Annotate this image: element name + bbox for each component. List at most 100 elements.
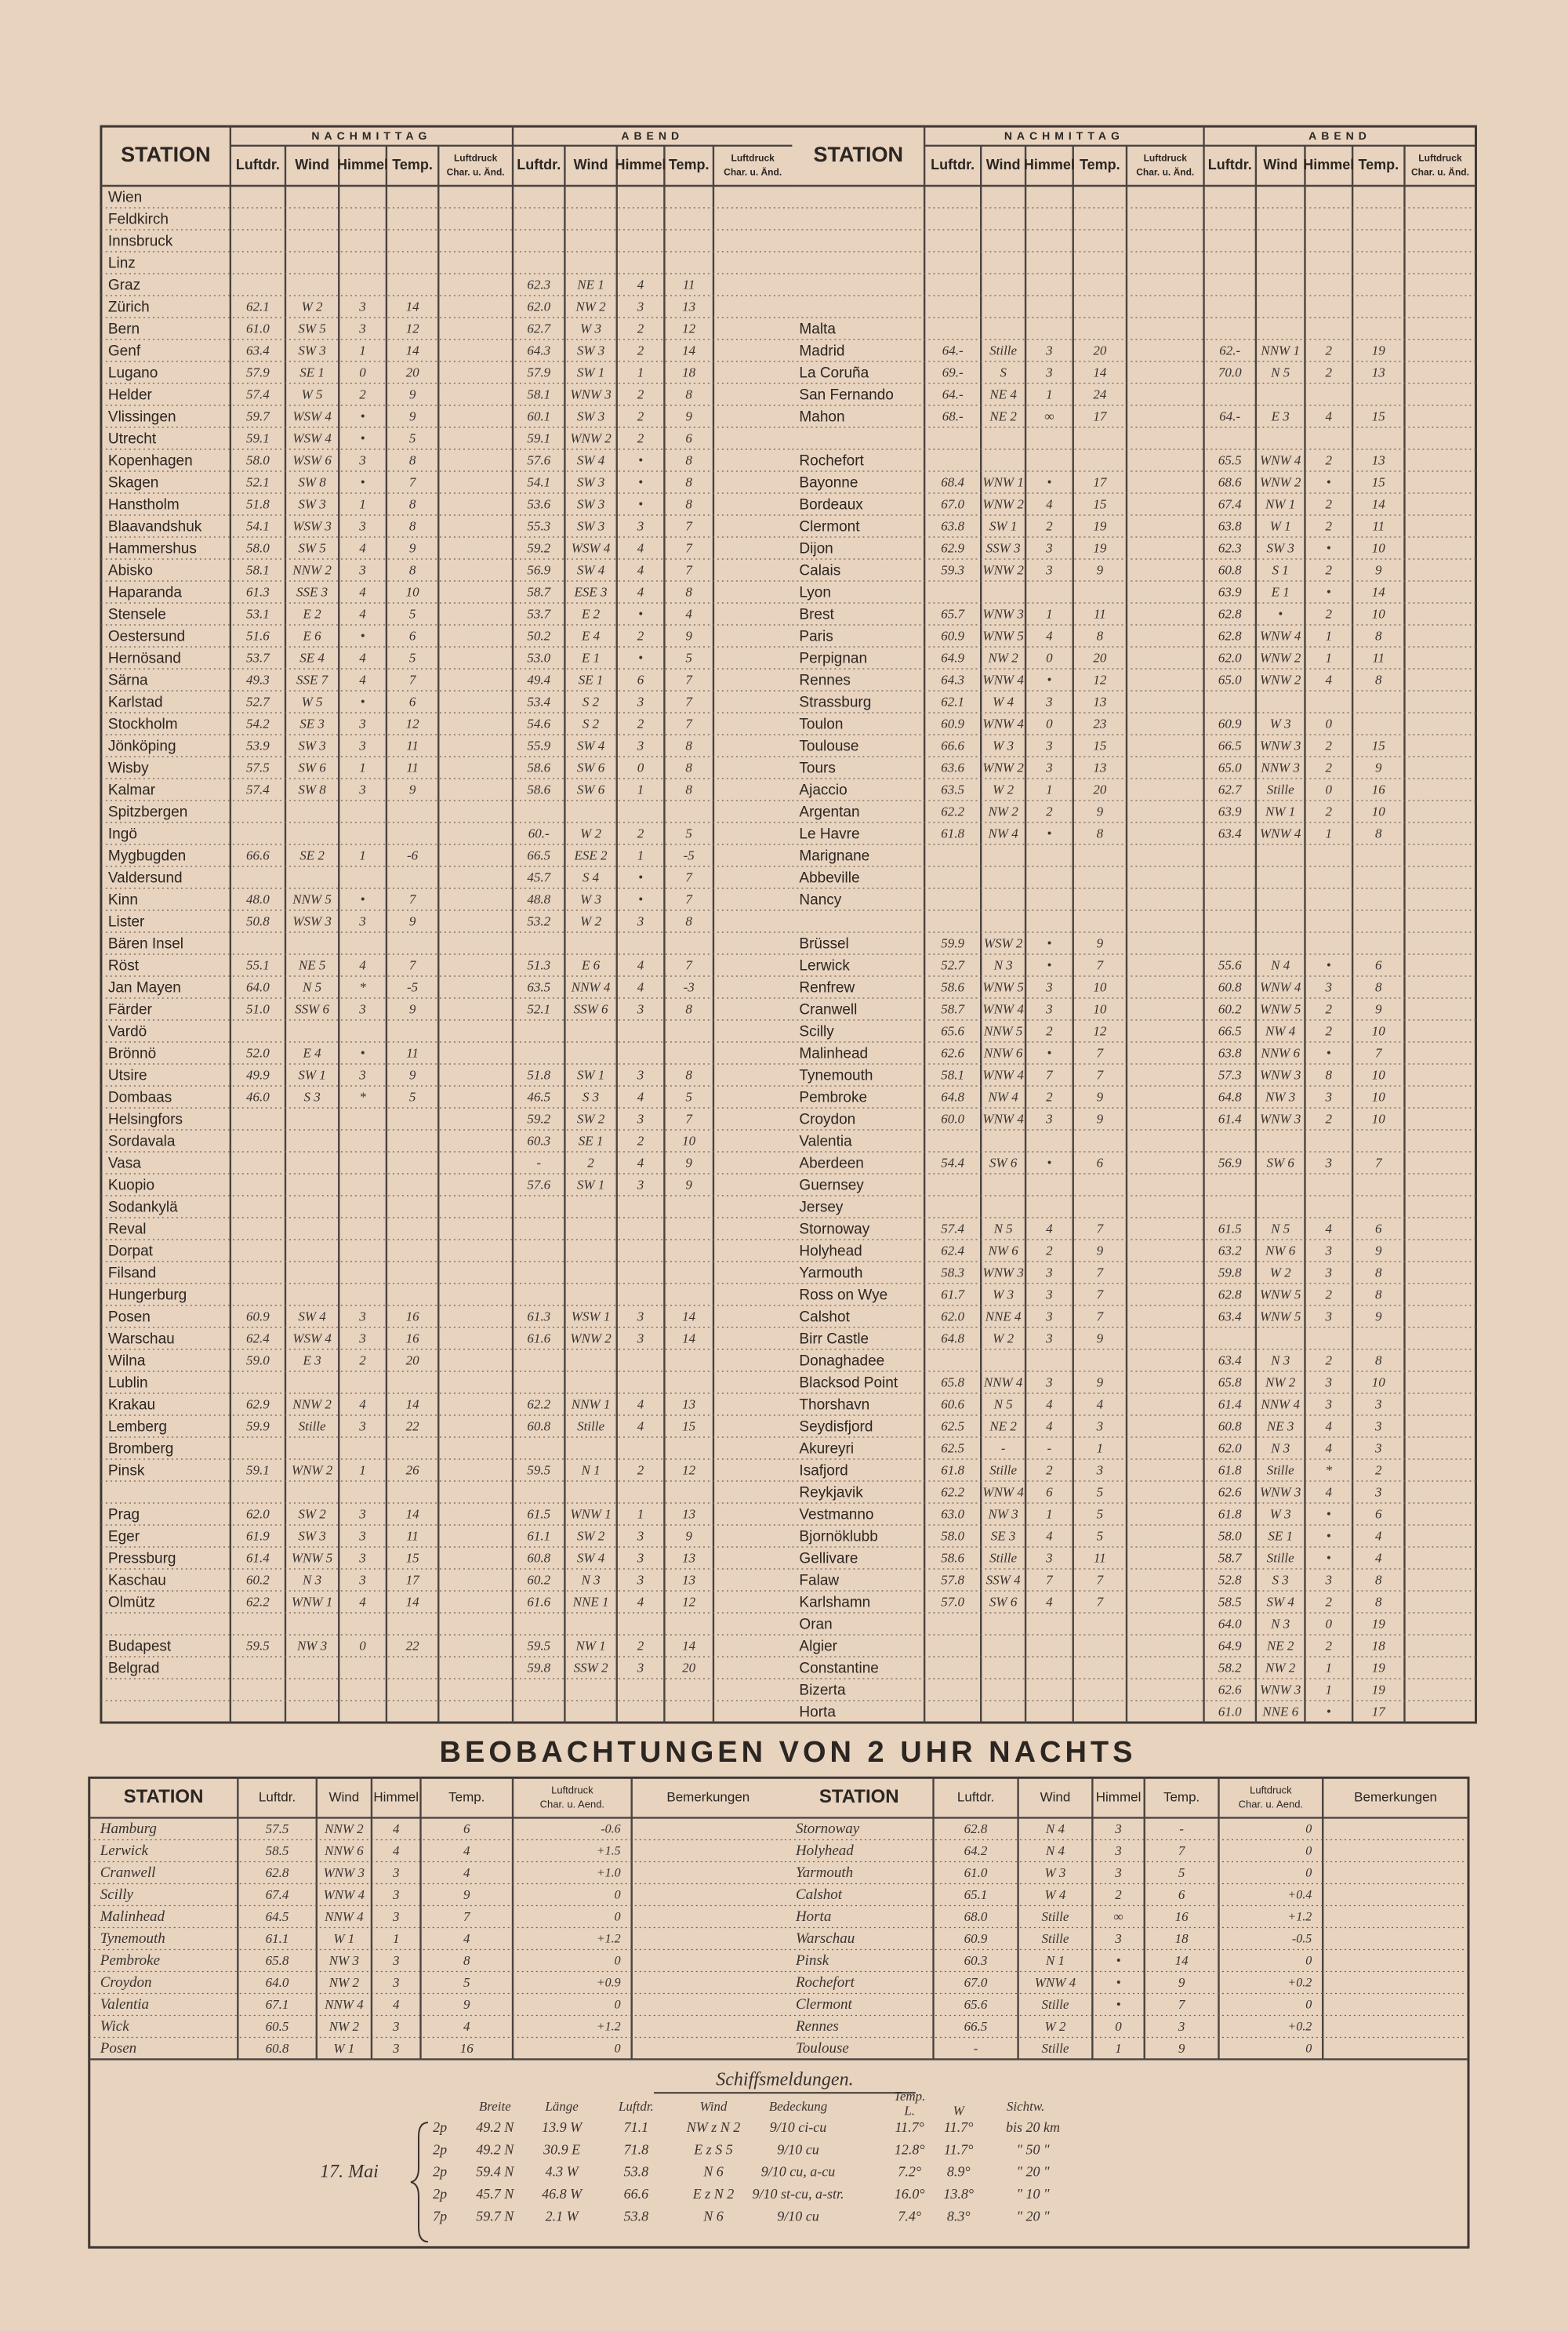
station-name: Toulouse <box>796 2040 849 2057</box>
cell-value: 26 <box>406 1462 420 1477</box>
cell-value: 4 <box>463 1843 470 1858</box>
cell-value: • <box>638 474 643 489</box>
cell-value: 1 <box>1326 650 1333 665</box>
cell-value: • <box>361 1045 365 1060</box>
cell-value: 2 <box>1326 1287 1333 1302</box>
cell-value: SE 2 <box>299 848 325 862</box>
cell-value: 0 <box>359 1638 366 1653</box>
cell-value: 71.8 <box>624 2141 649 2157</box>
cell-value: 3 <box>1114 1865 1122 1880</box>
cell-value: 1 <box>1046 387 1053 401</box>
cell-value: 5 <box>1097 1528 1104 1543</box>
cell-value: 3 <box>1374 1484 1382 1499</box>
cell-value: 8 <box>409 562 416 577</box>
station-name: Aberdeen <box>799 1155 863 1171</box>
cell-value: N 5 <box>993 1396 1013 1411</box>
cell-value: N 6 <box>702 2164 724 2180</box>
column-header: Wind <box>295 157 329 172</box>
cell-value: 2 <box>1326 1638 1333 1653</box>
station-name: San Fernando <box>799 387 893 403</box>
cell-value: 5 <box>685 826 692 841</box>
cell-value: 60.9 <box>246 1309 270 1323</box>
cell-value: 66.5 <box>527 848 550 862</box>
cell-value: 60.5 <box>266 2019 289 2034</box>
cell-value: 3 <box>392 2019 400 2034</box>
cell-value: NNE 6 <box>1261 1704 1298 1719</box>
cell-value: 0 <box>615 1889 621 1902</box>
cell-value: 60.8 <box>527 1418 550 1433</box>
cell-value: 4 <box>1326 1440 1333 1455</box>
cell-value: • <box>361 694 365 709</box>
cell-value: 12 <box>682 1594 696 1609</box>
cell-value: 3 <box>637 1177 644 1192</box>
cell-value: 4 <box>393 1997 400 2012</box>
station-name: Malinhead <box>799 1045 868 1062</box>
station-name: Warschau <box>796 1930 855 1947</box>
cell-value: 7 <box>1097 1045 1105 1060</box>
cell-value: 58.0 <box>246 452 270 467</box>
cell-value: 51.8 <box>246 496 270 511</box>
station-name: Bayonne <box>799 474 858 491</box>
cell-value: 0 <box>1326 782 1333 797</box>
cell-value: WNW 2 <box>1260 474 1301 489</box>
cell-value: 3 <box>637 694 644 709</box>
cell-value: 65.5 <box>1218 452 1242 467</box>
cell-value: 4 <box>359 1594 366 1609</box>
cell-value: 3 <box>1045 343 1053 358</box>
cell-value: 5 <box>409 430 416 445</box>
cell-value: 63.4 <box>1218 826 1242 841</box>
cell-value: 9 <box>1375 1243 1382 1258</box>
column-header: Länge <box>544 2099 579 2114</box>
cell-value: 3 <box>1325 1396 1333 1411</box>
cell-value: 8 <box>409 518 416 533</box>
cell-value: 61.0 <box>246 321 270 336</box>
cell-value: 59.3 <box>941 562 964 577</box>
cell-value: 62.0 <box>527 299 550 314</box>
cell-value: 5 <box>685 650 692 665</box>
station-name: Thorshavn <box>799 1396 869 1413</box>
station-name: Croydon <box>799 1111 855 1127</box>
station-name: Valentia <box>799 1133 852 1149</box>
cell-value: 55.6 <box>1218 957 1242 972</box>
cell-value: 14 <box>406 1594 420 1609</box>
cell-value: S 4 <box>583 870 600 884</box>
cell-value: 66.5 <box>1218 1023 1242 1038</box>
cell-value: 0 <box>615 1955 621 1968</box>
station-name: Madrid <box>799 343 844 359</box>
cell-value: 57.9 <box>246 365 270 379</box>
station-name: Helder <box>108 387 153 403</box>
column-header: Luftdr. <box>957 1789 994 1804</box>
cell-value: 4 <box>1375 1550 1382 1565</box>
cell-value: WNW 2 <box>982 496 1024 511</box>
cell-value: SW 4 <box>577 452 605 467</box>
cell-value: 64.- <box>1219 408 1240 423</box>
cell-value: SW 1 <box>577 365 604 379</box>
cell-value: 2 <box>1326 562 1333 577</box>
cell-value: 4 <box>1046 1594 1053 1609</box>
cell-value: 66.6 <box>246 848 270 862</box>
cell-value: NW 6 <box>987 1243 1018 1258</box>
cell-value: 3 <box>1325 1155 1333 1170</box>
cell-value: 13 <box>1372 365 1385 379</box>
station-name: Vlissingen <box>108 408 176 425</box>
cell-value: • <box>1327 1704 1331 1719</box>
station-name: Kalmar <box>108 782 156 798</box>
station-name: Birr Castle <box>799 1331 869 1347</box>
cell-value: WNW 3 <box>324 1865 365 1880</box>
cell-value: SW 3 <box>577 474 604 489</box>
cell-value: 3 <box>358 782 366 797</box>
station-name: Scilly <box>799 1023 834 1040</box>
cell-value: 68.4 <box>941 474 964 489</box>
cell-value: -5 <box>684 848 695 862</box>
cell-value: 71.1 <box>624 2119 649 2135</box>
cell-value: SW 4 <box>298 1309 326 1323</box>
cell-value: 52.7 <box>246 694 270 709</box>
cell-value: SW 3 <box>298 1528 325 1543</box>
cell-value: SW 1 <box>577 1067 604 1082</box>
cell-value: 66.5 <box>964 2019 988 2034</box>
cell-value: NNW 4 <box>571 979 611 994</box>
cell-value: 2 <box>637 387 644 401</box>
cell-value: 51.6 <box>246 628 270 643</box>
cell-value: SW 2 <box>577 1111 605 1126</box>
cell-value: 7 <box>685 562 693 577</box>
